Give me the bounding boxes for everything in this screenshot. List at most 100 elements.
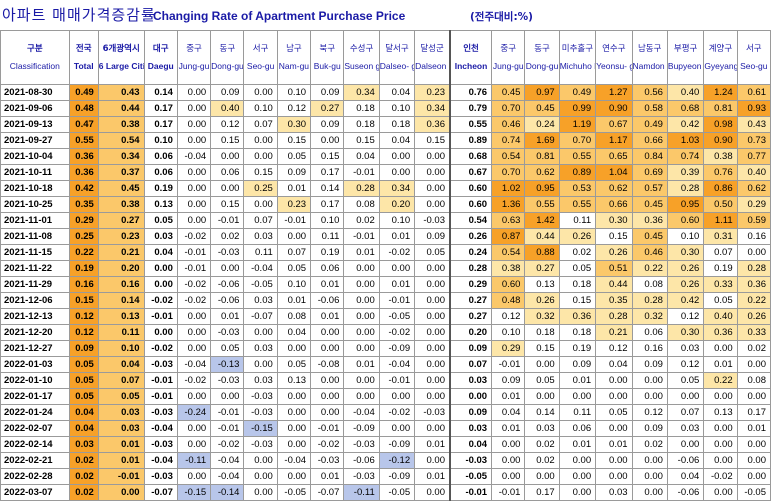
- data-cell: 0.27: [448, 308, 493, 325]
- data-cell: 0.00: [558, 388, 597, 405]
- data-cell: -0.03: [143, 468, 178, 485]
- data-cell: 0.10: [310, 212, 345, 229]
- data-cell: -0.06: [310, 292, 345, 309]
- column-header-english: Jung-gu: [178, 60, 210, 71]
- data-cell: 0.45: [631, 228, 668, 245]
- data-cell: 0.49: [631, 116, 668, 133]
- row-date: 2021-11-15: [0, 244, 70, 261]
- data-cell: 0.00: [414, 260, 451, 277]
- data-cell: 0.28: [595, 308, 633, 325]
- data-cell: -0.09: [378, 468, 416, 485]
- data-cell: 0.99: [558, 100, 597, 117]
- data-cell: 0.34: [378, 180, 416, 197]
- data-cell: 0.00: [414, 452, 451, 469]
- data-cell: 0.23: [97, 228, 145, 245]
- data-cell: 0.00: [243, 132, 278, 149]
- data-cell: 0.02: [68, 452, 99, 469]
- data-cell: 0.17: [310, 164, 345, 181]
- data-cell: 0.03: [448, 372, 493, 389]
- data-cell: 0.00: [595, 468, 633, 485]
- data-cell: 0.00: [243, 148, 278, 165]
- data-cell: 0.01: [491, 388, 526, 405]
- data-cell: 0.77: [736, 148, 772, 165]
- data-cell: 0.00: [343, 388, 380, 405]
- data-cell: 0.13: [143, 196, 178, 213]
- column-header-english: Suseon g-gu: [344, 60, 378, 71]
- row-date: 2022-01-10: [0, 372, 70, 389]
- data-cell: 0.15: [210, 132, 245, 149]
- row-date: 2021-12-20: [0, 324, 70, 341]
- data-cell: 0.18: [343, 116, 380, 133]
- data-cell: -0.01: [210, 404, 245, 421]
- data-cell: 0.45: [524, 100, 560, 117]
- row-date: 2022-01-17: [0, 388, 70, 405]
- data-cell: 1.04: [595, 164, 633, 181]
- row-date: 2021-11-08: [0, 228, 70, 245]
- data-cell: 0.00: [378, 420, 416, 437]
- data-cell: 0.00: [176, 340, 212, 357]
- title-bar: 아파트 매매가격증감률 Changing Rate of Apartment P…: [0, 0, 773, 30]
- data-cell: 0.81: [703, 100, 738, 117]
- data-cell: 0.08: [276, 308, 312, 325]
- column-header: 6개광역시 6 Large Cities: [97, 30, 145, 85]
- data-cell: 0.00: [378, 260, 416, 277]
- column-header: 계양구 Gyeyang -gu: [703, 30, 738, 85]
- data-cell: 0.49: [558, 84, 597, 101]
- data-cell: 0.44: [97, 100, 145, 117]
- data-cell: 0.00: [378, 388, 416, 405]
- column-header-english: Bupyeon g-gu: [667, 60, 702, 71]
- data-cell: 0.00: [243, 324, 278, 341]
- data-cell: -0.03: [310, 452, 345, 469]
- data-cell: 0.09: [631, 420, 668, 437]
- data-cell: 0.00: [243, 484, 278, 501]
- data-cell: -0.24: [176, 404, 212, 421]
- data-cell: 0.05: [414, 244, 451, 261]
- column-header: 남동구 Namdon g-gu: [631, 30, 668, 85]
- table-body: 2021-08-30 0.49 0.43 0.14 0.00 0.09 0.00 0.10 0.…: [0, 84, 772, 501]
- data-cell: 0.16: [631, 340, 668, 357]
- data-cell: 0.34: [414, 100, 451, 117]
- data-cell: -0.02: [176, 372, 212, 389]
- data-cell: 0.00: [176, 468, 212, 485]
- data-cell: 0.01: [343, 244, 380, 261]
- data-cell: 0.43: [736, 116, 772, 133]
- data-cell: 0.11: [97, 324, 145, 341]
- column-header: 인천 Incheon: [448, 30, 493, 85]
- data-cell: 0.00: [736, 436, 772, 453]
- data-cell: 0.07: [666, 404, 705, 421]
- data-cell: 0.01: [310, 276, 345, 293]
- column-header-korean: 서구: [745, 43, 762, 54]
- data-cell: 0.10: [378, 100, 416, 117]
- data-cell: -0.03: [143, 436, 178, 453]
- data-cell: -0.04: [176, 356, 212, 373]
- data-cell: 0.65: [595, 148, 633, 165]
- table-row: 2022-02-21 0.02 0.01 -0.04 -0.11 -0.04 0.00 -0.…: [0, 452, 772, 469]
- data-cell: 0.53: [558, 180, 597, 197]
- data-cell: 0.00: [414, 484, 451, 501]
- data-cell: 0.30: [276, 116, 312, 133]
- data-cell: 0.36: [703, 324, 738, 341]
- data-cell: 0.07: [276, 244, 312, 261]
- data-cell: 0.00: [491, 436, 526, 453]
- data-cell: 0.00: [736, 468, 772, 485]
- data-cell: -0.08: [310, 356, 345, 373]
- data-cell: 0.17: [524, 484, 560, 501]
- table-row: 2021-12-13 0.12 0.13 -0.01 0.00 0.01 -0.07 0.08…: [0, 308, 772, 325]
- data-cell: 0.10: [666, 228, 705, 245]
- data-cell: 0.70: [491, 100, 526, 117]
- data-cell: 0.01: [703, 356, 738, 373]
- data-cell: 0.28: [736, 260, 772, 277]
- table-row: 2021-11-08 0.25 0.23 0.03 -0.02 0.02 0.03 0.00 0…: [0, 228, 772, 245]
- data-cell: 0.42: [68, 180, 99, 197]
- data-cell: 0.09: [558, 356, 597, 373]
- data-cell: 0.00: [143, 276, 178, 293]
- column-header-english: Total: [73, 60, 94, 71]
- data-cell: 0.45: [97, 180, 145, 197]
- data-cell: 0.90: [595, 100, 633, 117]
- unit-label: (전주대비:%): [470, 11, 533, 23]
- data-cell: 0.03: [97, 404, 145, 421]
- data-cell: 0.28: [666, 180, 705, 197]
- data-cell: 0.05: [524, 372, 560, 389]
- data-cell: 0.44: [524, 228, 560, 245]
- data-cell: 0.10: [491, 324, 526, 341]
